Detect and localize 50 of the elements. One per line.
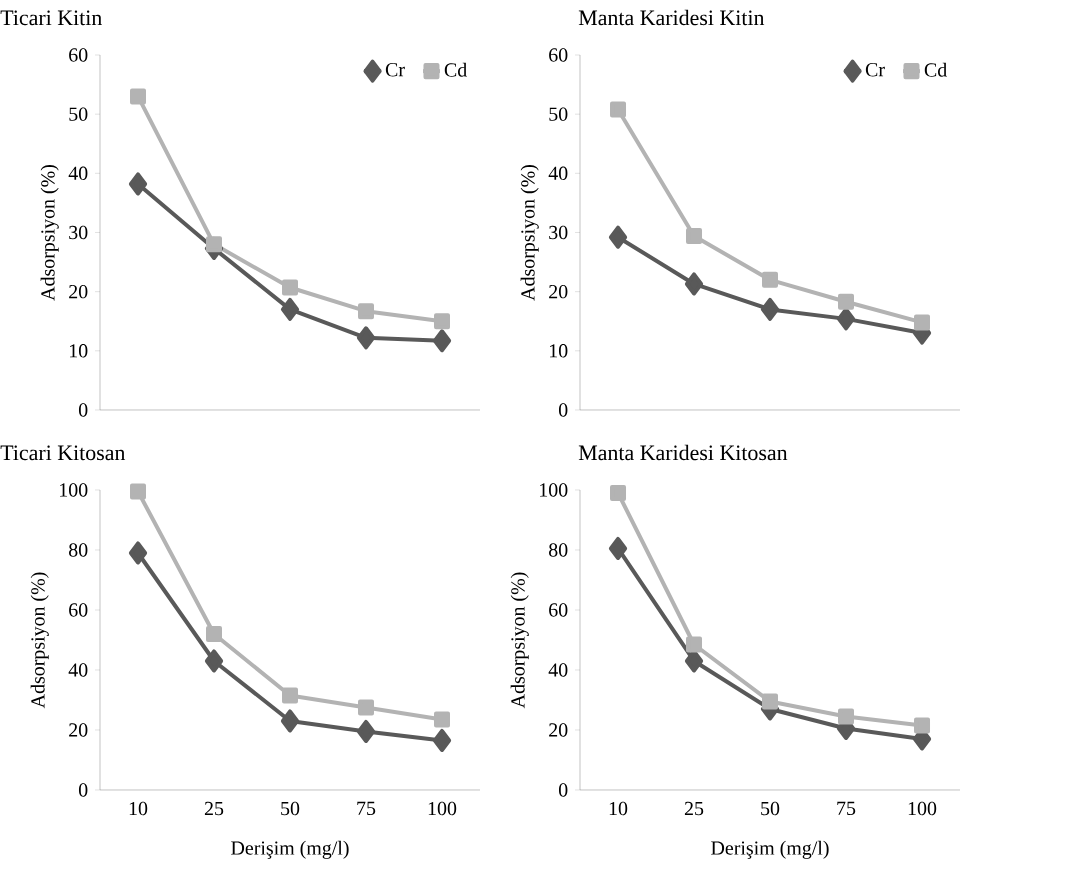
y-axis-title: Adsorpsiyon (%) bbox=[40, 165, 59, 301]
y-tick-label: 100 bbox=[60, 483, 88, 497]
chart-title: Ticari Kitin bbox=[0, 10, 102, 26]
x-tick-label: 25 bbox=[684, 801, 704, 816]
chart-title: Manta Karidesi Kitosan bbox=[578, 444, 788, 461]
y-tick-label: 100 bbox=[540, 483, 568, 497]
chart-title: Ticari Kitosan bbox=[0, 445, 126, 461]
y-tick-label: 30 bbox=[69, 225, 88, 240]
y-axis-title: Adsorpsiyon (%) bbox=[520, 165, 539, 301]
x-tick-label: 10 bbox=[129, 801, 148, 816]
y-tick-label: 80 bbox=[69, 543, 88, 557]
x-tick-label: 100 bbox=[428, 801, 457, 816]
x-tick-label: 10 bbox=[609, 801, 628, 816]
y-tick-label: 50 bbox=[549, 107, 568, 121]
x-tick-label: 50 bbox=[761, 801, 780, 816]
y-tick-label: 20 bbox=[549, 723, 568, 737]
y-tick-label: 30 bbox=[549, 225, 568, 240]
y-tick-label: 0 bbox=[78, 403, 88, 417]
y-axis-title: Adsorpsiyon (%) bbox=[30, 572, 49, 709]
x-tick-label: 75 bbox=[837, 801, 856, 816]
legend-label: Cd bbox=[924, 62, 947, 77]
x-tick-label: 100 bbox=[908, 801, 937, 816]
y-tick-label: 0 bbox=[558, 783, 568, 797]
y-tick-label: 40 bbox=[68, 166, 88, 181]
y-tick-label: 40 bbox=[548, 166, 568, 181]
y-tick-label: 80 bbox=[549, 543, 568, 557]
x-tick-label: 75 bbox=[357, 801, 376, 816]
y-tick-label: 60 bbox=[69, 603, 88, 617]
x-axis-title: Derişim (mg/l) bbox=[711, 840, 829, 859]
y-tick-label: 10 bbox=[69, 344, 88, 358]
y-tick-label: 60 bbox=[69, 48, 88, 62]
y-tick-label: 10 bbox=[549, 344, 568, 358]
y-tick-label: 0 bbox=[558, 403, 568, 417]
y-tick-label: 20 bbox=[69, 723, 88, 737]
y-tick-label: 50 bbox=[69, 107, 88, 121]
x-axis-title: Derişim (mg/l) bbox=[231, 840, 349, 859]
y-axis-title: Adsorpsiyon (%) bbox=[510, 572, 529, 709]
x-tick-label: 50 bbox=[281, 801, 300, 816]
y-tick-label: 40 bbox=[68, 663, 88, 677]
x-tick-label: 25 bbox=[204, 801, 224, 816]
y-tick-label: 60 bbox=[549, 603, 568, 617]
y-tick-label: 0 bbox=[78, 783, 88, 797]
chart-title: Manta Karidesi Kitin bbox=[578, 9, 765, 26]
y-tick-label: 20 bbox=[69, 284, 88, 299]
legend-label: Cr bbox=[385, 63, 405, 77]
y-tick-label: 20 bbox=[549, 284, 568, 299]
legend-label: Cr bbox=[865, 63, 885, 77]
y-tick-label: 60 bbox=[549, 48, 568, 62]
legend-label: Cd bbox=[444, 62, 467, 77]
y-tick-label: 40 bbox=[548, 663, 568, 677]
